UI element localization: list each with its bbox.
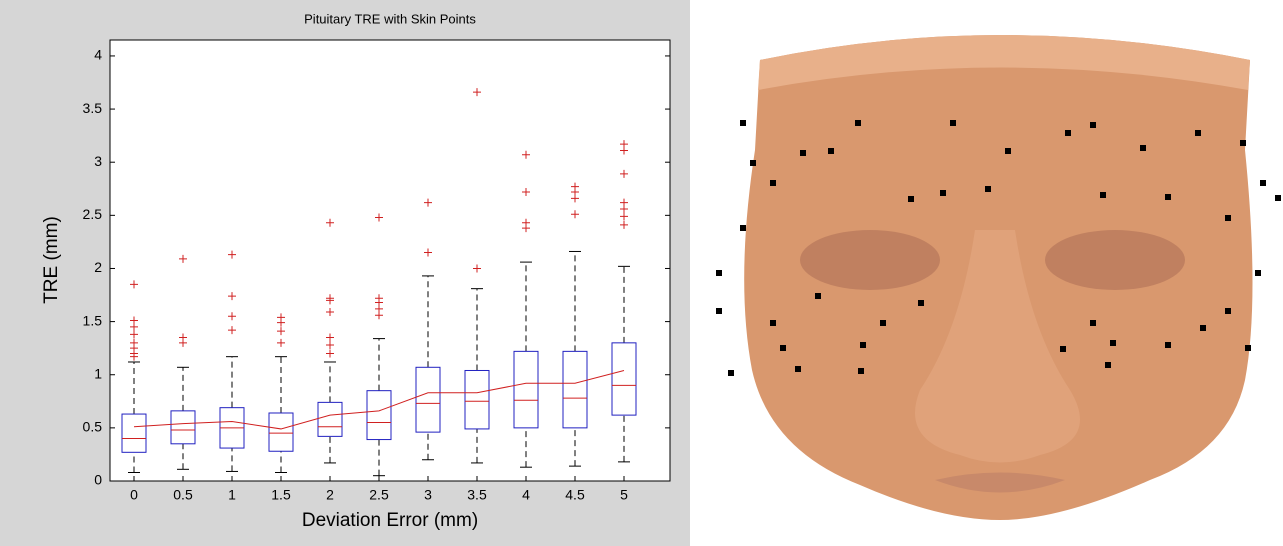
x-tick-label: 3	[424, 487, 432, 503]
y-tick-label: 2.5	[83, 206, 103, 222]
y-tick-label: 3	[94, 153, 102, 169]
face-render	[716, 35, 1281, 520]
y-axis-label: TRE (mm)	[41, 216, 62, 304]
x-tick-label: 4.5	[565, 487, 585, 503]
y-tick-label: 3.5	[83, 100, 103, 116]
x-tick-label: 2	[326, 487, 334, 503]
figure: Pituitary TRE with Skin Points Deviation…	[0, 0, 1283, 546]
x-tick-label: 2.5	[369, 487, 389, 503]
x-tick-label: 3.5	[467, 487, 487, 503]
eye-right	[1045, 230, 1185, 290]
x-tick-label: 5	[620, 487, 628, 503]
x-tick-label: 1.5	[271, 487, 291, 503]
eye-left	[800, 230, 940, 290]
y-tick-label: 2	[94, 259, 102, 275]
chart-title: Pituitary TRE with Skin Points	[304, 11, 476, 26]
x-tick-label: 0	[130, 487, 138, 503]
y-tick-label: 4	[94, 47, 102, 63]
plot-area	[110, 40, 670, 481]
x-axis-label: Deviation Error (mm)	[302, 510, 478, 531]
y-tick-label: 1	[94, 365, 102, 381]
y-tick-label: 0.5	[83, 419, 103, 435]
x-tick-label: 0.5	[173, 487, 193, 503]
y-tick-label: 0	[94, 472, 102, 488]
x-tick-label: 1	[228, 487, 236, 503]
y-tick-label: 1.5	[83, 312, 103, 328]
x-tick-label: 4	[522, 487, 530, 503]
